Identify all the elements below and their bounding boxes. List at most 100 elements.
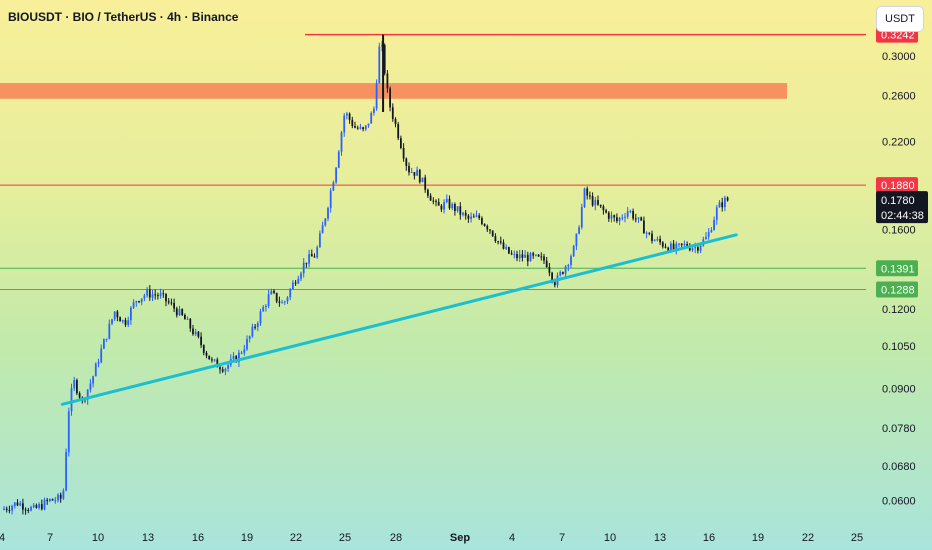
- candle-body: [221, 369, 224, 372]
- x-tick-label: 13: [654, 532, 666, 544]
- candle-body: [472, 216, 475, 218]
- candle-body: [651, 233, 653, 241]
- candle-body: [270, 290, 273, 295]
- candle-body: [513, 254, 516, 256]
- candle-body: [362, 127, 364, 130]
- candle-body: [397, 124, 400, 139]
- price-badge: [876, 177, 918, 194]
- candle-body: [724, 197, 726, 208]
- candle-body: [421, 177, 424, 183]
- candle-body: [103, 339, 105, 349]
- candle-body: [562, 272, 564, 274]
- candle-body: [489, 229, 491, 231]
- candle-body: [659, 238, 661, 243]
- candle-body: [86, 389, 89, 400]
- current-price-badge: [876, 191, 928, 224]
- candle-body: [510, 253, 513, 255]
- candle-body: [359, 127, 362, 129]
- candle-body: [281, 302, 283, 304]
- candle-body: [605, 210, 607, 213]
- candle-body: [32, 505, 35, 508]
- trendline: [60, 233, 738, 406]
- candle-body: [19, 503, 22, 506]
- candle-body: [108, 323, 111, 339]
- candle-body: [726, 197, 729, 201]
- candle-body: [316, 247, 319, 258]
- candle-body: [329, 190, 332, 208]
- candle-body: [516, 254, 518, 259]
- countdown-label: 02:44:38: [881, 210, 924, 222]
- y-tick-label: 0.0780: [882, 423, 916, 435]
- candle-body: [35, 505, 38, 508]
- candle-body: [713, 219, 715, 231]
- candle-body: [54, 500, 57, 502]
- candle-body: [340, 132, 343, 152]
- candle-body: [499, 241, 502, 243]
- candle-body: [670, 243, 672, 252]
- candle-body: [551, 272, 553, 281]
- x-tick-label: 16: [192, 532, 204, 544]
- candle-body: [181, 309, 184, 316]
- candle-body: [254, 326, 256, 328]
- supply-zone: [0, 83, 787, 99]
- candle-body: [127, 320, 130, 325]
- candle-body: [335, 167, 337, 183]
- candle-body: [586, 188, 589, 196]
- candle-body: [664, 246, 667, 248]
- candle-body: [240, 352, 243, 354]
- candle-body: [146, 289, 148, 296]
- candle-body: [113, 311, 116, 320]
- candle-body: [205, 352, 208, 356]
- candle-body: [478, 215, 481, 219]
- candle-body: [418, 169, 421, 183]
- candle-body: [70, 388, 73, 412]
- candle-body: [621, 217, 624, 219]
- y-tick-label: 0.0600: [882, 495, 916, 507]
- candle-body: [594, 200, 597, 206]
- candle-body: [256, 323, 259, 327]
- candle-body: [130, 307, 132, 321]
- candle-body: [694, 247, 697, 249]
- candle-body: [643, 220, 645, 234]
- candle-body: [721, 202, 724, 208]
- candle-body: [521, 254, 524, 258]
- price-badge-label: 0.1880: [881, 180, 915, 192]
- candle-body: [529, 253, 532, 262]
- candle-body: [570, 256, 572, 265]
- candle-body: [259, 311, 262, 324]
- candle-body: [8, 509, 11, 511]
- candle-body: [429, 195, 432, 201]
- candle-body: [535, 254, 537, 256]
- candle-body: [283, 301, 286, 303]
- price-badge-label: 0.1391: [881, 263, 915, 275]
- candle-body: [699, 245, 702, 251]
- candle-body: [373, 108, 375, 113]
- candle-body: [248, 336, 251, 339]
- candle-body: [454, 203, 456, 212]
- candle-body: [173, 302, 175, 309]
- candle-body: [364, 125, 367, 130]
- candle-body: [645, 232, 648, 234]
- candle-body: [324, 218, 327, 226]
- candle-body: [715, 207, 718, 220]
- candle-body: [46, 499, 49, 502]
- candle-body: [49, 498, 51, 502]
- candle-body: [321, 225, 324, 234]
- candle-body: [16, 502, 19, 506]
- candle-body: [94, 363, 97, 377]
- candle-body: [265, 305, 267, 308]
- y-tick-label: 0.2600: [882, 91, 916, 103]
- y-tick-label: 0.1600: [882, 225, 916, 237]
- candle-body: [227, 365, 229, 369]
- candle-body: [494, 236, 497, 242]
- candle-body: [208, 355, 211, 360]
- candle-body: [273, 290, 275, 293]
- candle-body: [24, 509, 27, 511]
- candle-body: [424, 177, 427, 190]
- candle-body: [367, 123, 370, 126]
- candle-body: [656, 238, 659, 241]
- candle-body: [57, 494, 59, 501]
- price-badge: [876, 281, 918, 298]
- currency-button[interactable]: USDT: [876, 6, 924, 32]
